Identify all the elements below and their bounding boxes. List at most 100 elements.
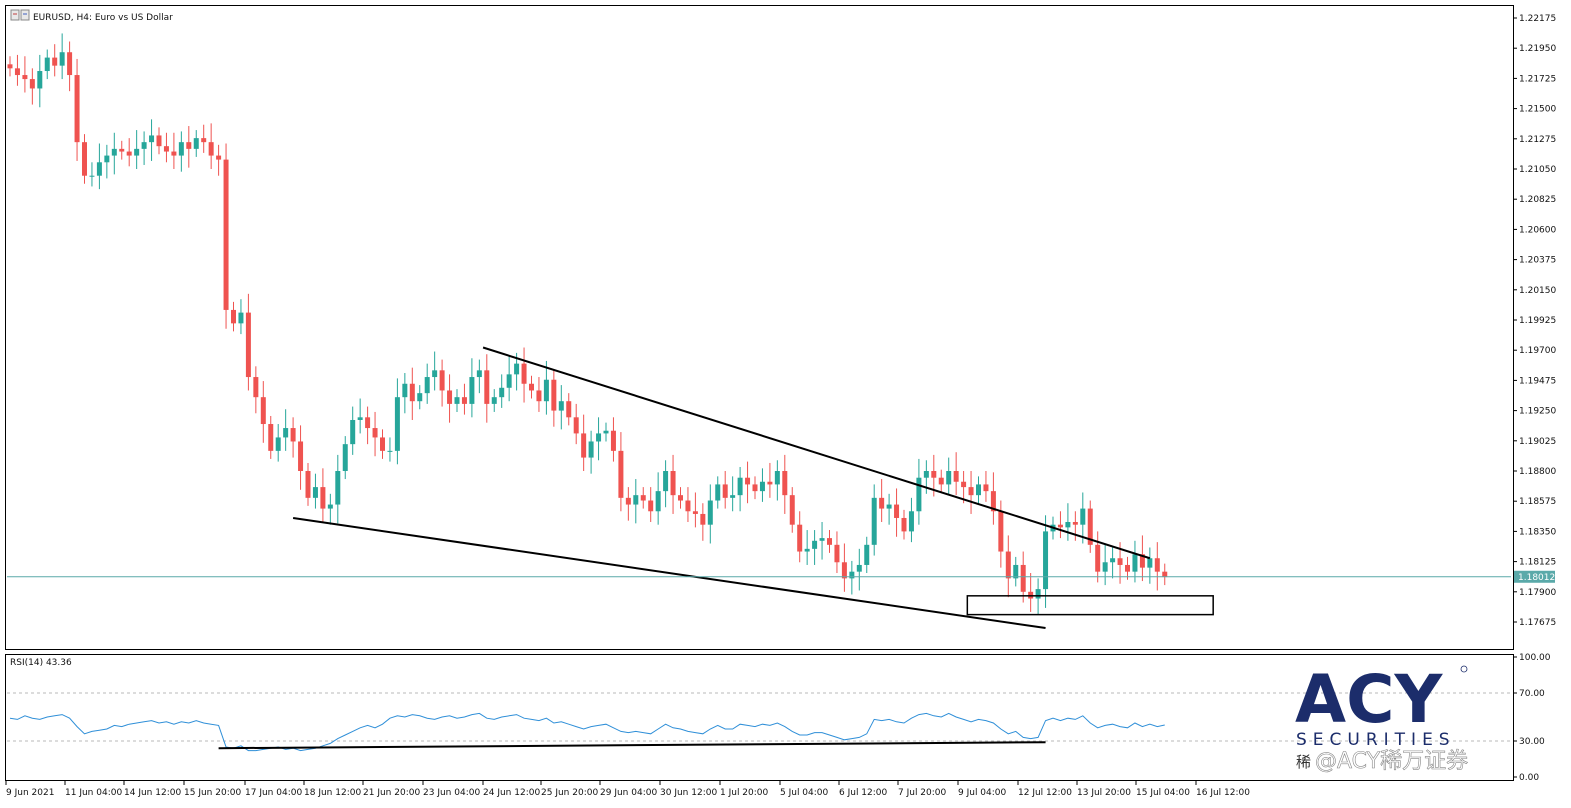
candle <box>1147 547 1153 584</box>
candle <box>886 493 892 525</box>
price-tick-label: 1.20150 <box>1519 286 1556 296</box>
candle <box>96 143 102 190</box>
trendline-layer[interactable] <box>292 346 1214 630</box>
candle <box>1028 573 1034 612</box>
rsi-line <box>9 712 1165 752</box>
candle <box>864 536 870 574</box>
candle <box>536 377 542 412</box>
candle <box>730 476 736 512</box>
candle <box>491 389 497 412</box>
rsi-support-line[interactable] <box>218 741 1046 750</box>
candle <box>357 398 363 434</box>
lower-support-line[interactable] <box>292 516 1046 630</box>
candle <box>990 472 996 525</box>
candle <box>618 432 624 512</box>
candle <box>938 469 944 493</box>
acy-logo-subtitle: SECURITIES <box>1296 730 1456 750</box>
candle <box>812 530 818 565</box>
candle <box>424 363 430 404</box>
candle <box>737 466 743 512</box>
candle <box>290 417 296 458</box>
watermark-char: 稀 <box>1296 753 1311 771</box>
time-tick-label: 7 Jul 20:00 <box>898 788 947 798</box>
candle <box>1065 503 1071 541</box>
candle <box>171 132 177 169</box>
candle <box>37 54 43 108</box>
candle <box>819 522 825 560</box>
price-tick-label: 1.22175 <box>1519 14 1556 24</box>
candle <box>655 472 661 525</box>
time-tick-label: 14 Jun 12:00 <box>124 788 181 798</box>
candle <box>961 471 967 504</box>
candle <box>968 471 974 514</box>
price-tick-label: 1.20600 <box>1519 225 1556 235</box>
candle <box>245 293 251 391</box>
time-tick-label: 5 Jul 04:00 <box>780 788 829 798</box>
registered-icon <box>1460 665 1468 673</box>
candle <box>29 68 35 105</box>
support-zone-rectangle[interactable] <box>966 595 1214 616</box>
candle <box>1095 531 1101 583</box>
candle <box>1057 511 1063 539</box>
candle <box>1043 515 1049 608</box>
candle <box>22 56 28 93</box>
candle <box>1110 547 1116 579</box>
candle <box>342 436 348 480</box>
candle <box>767 462 773 498</box>
candle <box>759 468 765 502</box>
candle <box>350 406 356 455</box>
candle <box>529 375 534 399</box>
candle <box>447 374 453 423</box>
acy-logo-text: ACY <box>1295 661 1444 738</box>
candle <box>745 461 751 504</box>
price-tick-label: 1.18575 <box>1519 497 1556 507</box>
candle <box>119 140 125 160</box>
candle <box>484 354 490 423</box>
candle <box>253 366 259 414</box>
price-tick-label: 1.19925 <box>1519 316 1556 326</box>
candle <box>946 457 952 496</box>
watermark-text: @ACY稀万证券 <box>1315 749 1468 774</box>
acy-logo: ACY SECURITIES <box>1295 661 1468 750</box>
price-tick-label: 1.17675 <box>1519 618 1556 628</box>
candle <box>305 462 311 506</box>
rsi-tick-label: 30.00 <box>1519 737 1545 747</box>
time-tick-label: 25 Jun 20:00 <box>541 788 598 798</box>
candle <box>67 41 73 92</box>
rsi-axis: 100.00 70.00 30.00 0.00 <box>7 653 1551 783</box>
current-price-tag <box>1514 570 1555 583</box>
candle <box>610 417 616 462</box>
candle <box>588 430 594 474</box>
candle <box>953 452 959 496</box>
candle <box>804 530 810 565</box>
candle <box>596 417 602 461</box>
upper-resistance-line[interactable] <box>482 346 1151 560</box>
candle <box>201 124 207 153</box>
time-tick-label: 9 Jul 04:00 <box>958 788 1007 798</box>
candle <box>841 543 847 592</box>
candle <box>52 44 58 77</box>
candle <box>82 134 87 184</box>
candle <box>7 56 13 77</box>
candle <box>454 389 460 412</box>
candle <box>797 511 803 563</box>
time-tick-label: 18 Jun 12:00 <box>304 788 361 798</box>
candle <box>834 531 840 574</box>
candle <box>216 144 222 176</box>
candle <box>134 130 140 169</box>
price-tick-label: 1.18800 <box>1519 467 1556 477</box>
candle <box>59 33 65 80</box>
rsi-label: RSI(14) 43.36 <box>10 658 72 668</box>
candle <box>439 359 445 407</box>
candle <box>1139 535 1145 582</box>
candle <box>275 424 281 462</box>
candle <box>894 488 900 537</box>
price-tick-label: 1.19025 <box>1519 437 1556 447</box>
candle <box>380 429 385 459</box>
candle <box>879 479 885 523</box>
candlestick-series <box>7 33 1168 615</box>
time-tick-label: 1 Jul 20:00 <box>720 788 769 798</box>
price-tick-label: 1.21275 <box>1519 135 1556 145</box>
candle <box>521 347 527 403</box>
